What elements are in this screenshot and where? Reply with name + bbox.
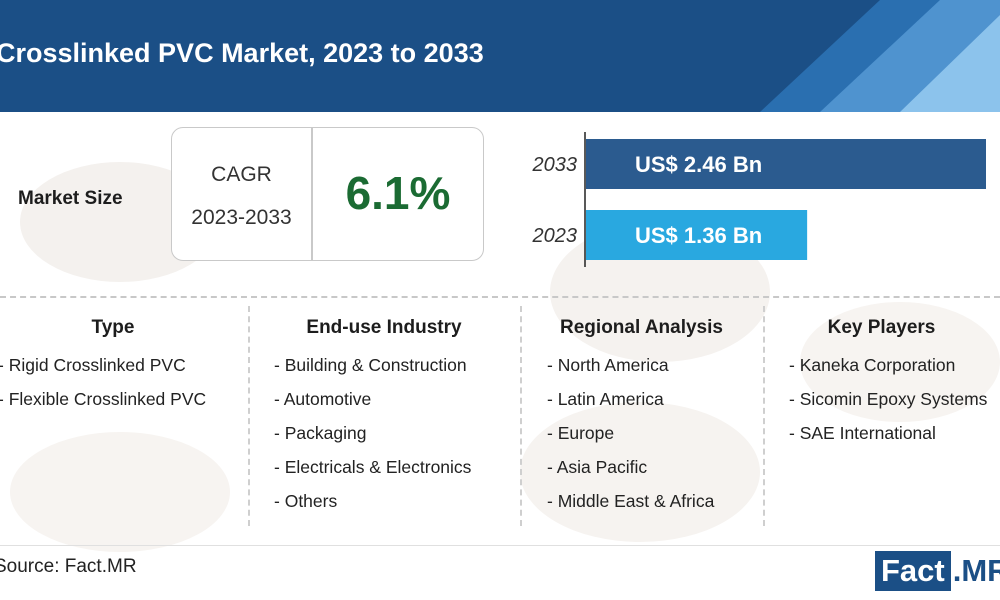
list-item: - Europe [547,423,615,443]
page-title: Crosslinked PVC Market, 2023 to 2033 [0,38,484,68]
segment-type: Type - Rigid Crosslinked PVC - Flexible … [0,300,248,530]
list-item: - Kaneka Corporation [789,355,956,375]
logo-suffix: .MR [950,551,1000,591]
segment-end-use: End-use Industry - Building & Constructi… [248,300,520,530]
segment-list: - Building & Construction - Automotive -… [274,354,471,524]
bar-2033 [586,139,986,189]
list-item: - Others [274,491,338,511]
segment-key-players: Key Players - Kaneka Corporation - Sicom… [763,300,1000,530]
segment-heading: End-use Industry [306,317,462,338]
list-item: - Rigid Crosslinked PVC [0,355,186,375]
column-divider [763,306,765,526]
segment-list: - Rigid Crosslinked PVC - Flexible Cross… [0,354,206,422]
list-item: - Latin America [547,389,664,409]
cagr-label: CAGR [211,163,272,186]
source-note: Source: Fact.MR [0,556,137,577]
cagr-box: CAGR 2023-2033 6.1% [171,127,484,261]
data-label: US$ 1.36 Bn [635,223,762,248]
list-item: - SAE International [789,423,936,443]
list-item: - Flexible Crosslinked PVC [0,389,207,409]
segment-heading: Regional Analysis [560,317,723,338]
list-item: - North America [547,355,669,375]
factmr-logo: Fact .MR [875,551,1000,591]
category-label: 2023 [532,225,578,247]
market-size-bar-chart: 2033 US$ 2.46 Bn 2023 US$ 1.36 Bn [532,132,986,267]
list-item: - Electricals & Electronics [274,457,472,477]
cagr-period: 2023-2033 [191,206,292,229]
list-item: - Building & Construction [274,355,467,375]
column-divider [520,306,522,526]
bar-2023 [586,210,808,260]
cagr-value: 6.1% [345,167,451,219]
segments-top-divider [0,296,1000,298]
segment-regional: Regional Analysis - North America - Lati… [520,300,763,530]
data-label: US$ 2.46 Bn [635,152,762,177]
list-item: - Asia Pacific [547,457,648,477]
footer-divider [0,545,1000,546]
column-divider [248,306,250,526]
cagr-divider [311,128,313,260]
list-item: - Automotive [274,389,372,409]
header-stripes [760,0,1000,112]
category-label: 2033 [532,154,578,176]
segment-list: - North America - Latin America - Europe… [547,354,714,524]
list-item: - Sicomin Epoxy Systems [789,389,988,409]
list-item: - Middle East & Africa [547,491,715,511]
logo-text: Fact [875,551,951,591]
list-item: - Packaging [274,423,367,443]
segment-heading: Type [91,317,135,338]
segment-list: - Kaneka Corporation - Sicomin Epoxy Sys… [789,354,987,456]
market-size-label: Market Size [18,188,123,209]
header-banner: Crosslinked PVC Market, 2023 to 2033 [0,0,1000,112]
segment-heading: Key Players [827,317,936,338]
